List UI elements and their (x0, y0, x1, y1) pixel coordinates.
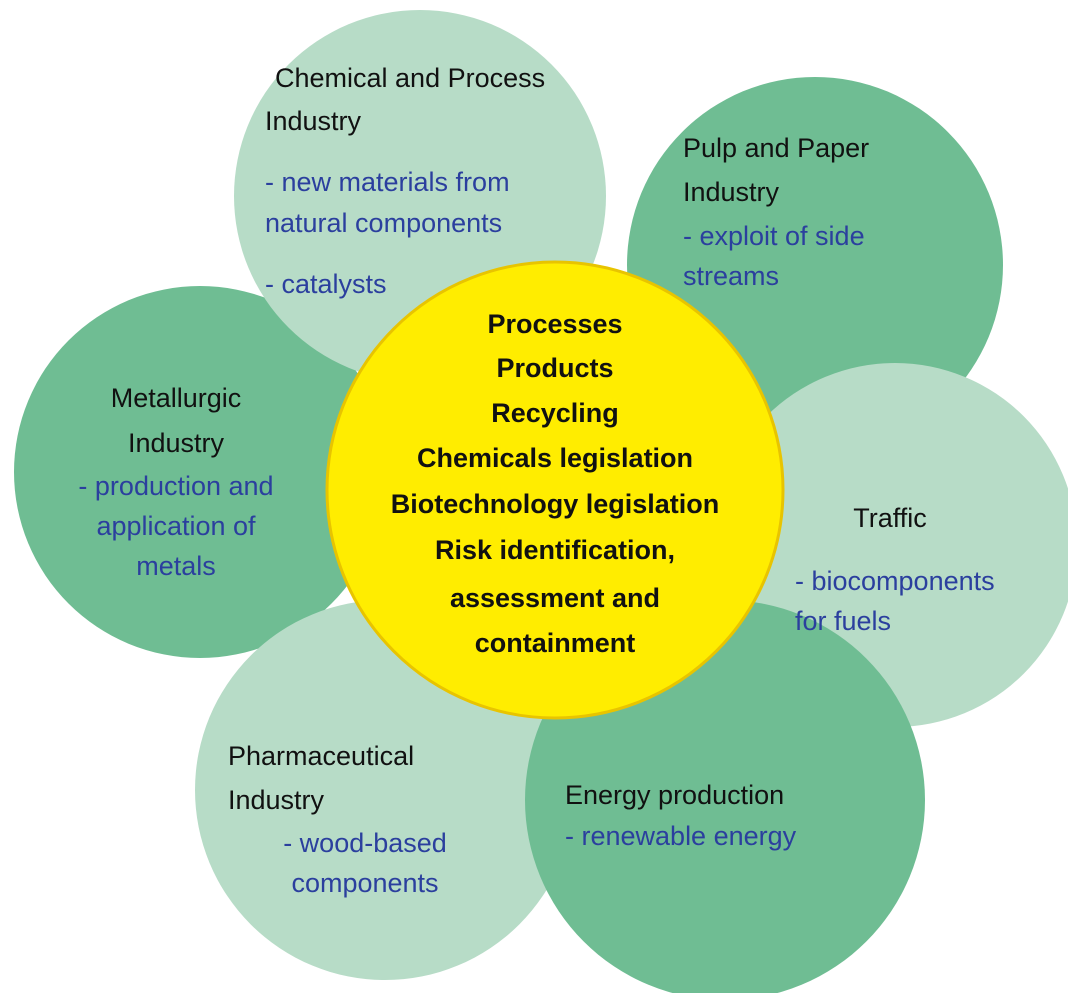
node-title: Pharmaceutical (228, 741, 414, 771)
center-circle (325, 260, 785, 720)
center-line: Risk identification, (435, 535, 675, 565)
node-detail: - biocomponents (795, 566, 995, 596)
center-line: Processes (487, 309, 622, 339)
center-line: Products (496, 353, 613, 383)
node-title: Traffic (853, 503, 927, 533)
node-detail: streams (683, 261, 779, 291)
node-title: Energy production (565, 780, 784, 810)
node-title: Pulp and Paper (683, 133, 869, 163)
node-detail: components (291, 868, 438, 898)
node-detail: - catalysts (265, 269, 387, 299)
node-detail: application of (96, 511, 256, 541)
node-title: Industry (128, 428, 225, 458)
node-detail: - exploit of side (683, 221, 865, 251)
node-detail: - production and (78, 471, 273, 501)
center-line: assessment and (450, 583, 660, 613)
node-title: Metallurgic (111, 383, 242, 413)
node-detail: - new materials from (265, 167, 510, 197)
metallurgic-circle (14, 286, 386, 658)
node-title: Industry (228, 785, 325, 815)
center-line: Recycling (491, 398, 619, 428)
node-detail: metals (136, 551, 216, 581)
node-detail: - renewable energy (565, 821, 797, 851)
node-detail: natural components (265, 208, 502, 238)
center-line: containment (475, 628, 636, 658)
node-detail: for fuels (795, 606, 891, 636)
center-line: Biotechnology legislation (391, 489, 720, 519)
node-detail: - wood-based (283, 828, 447, 858)
node-title: Chemical and Process (275, 63, 545, 93)
node-title: Industry (683, 177, 780, 207)
center-text: Processes Products Recycling Chemicals l… (391, 309, 720, 658)
node-title: Industry (265, 106, 362, 136)
center-line: Chemicals legislation (417, 443, 693, 473)
